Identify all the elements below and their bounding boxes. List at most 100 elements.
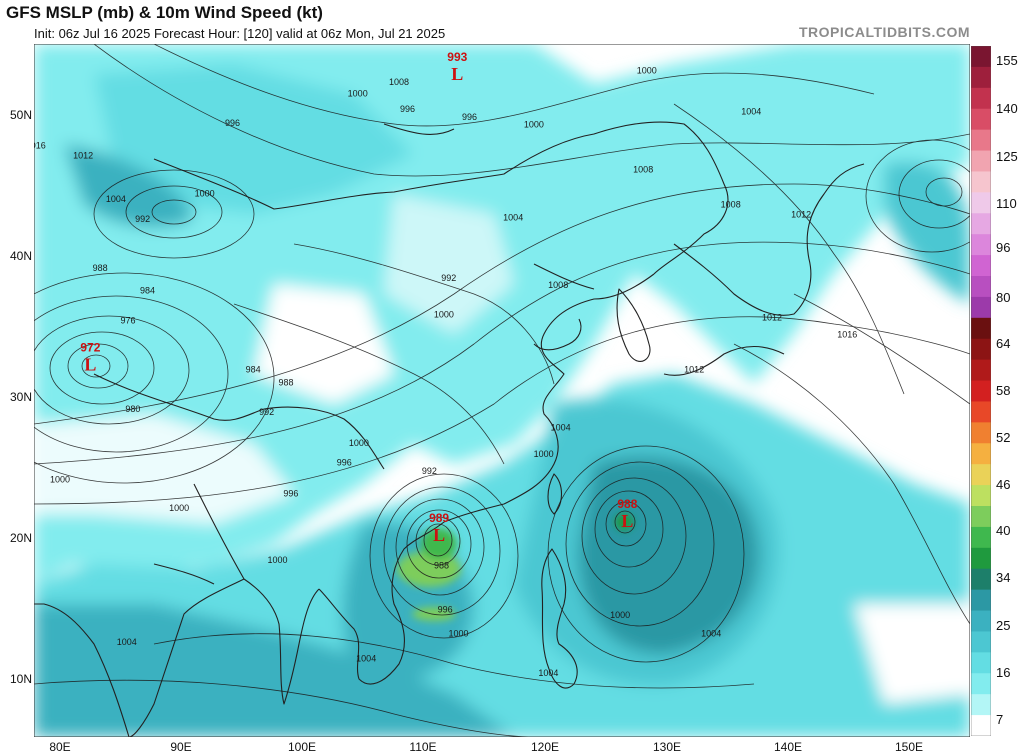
colorbar-swatch bbox=[971, 380, 991, 402]
isobar-label: 1004 bbox=[741, 107, 761, 117]
colorbar-swatch bbox=[971, 443, 991, 465]
lon-label-100e: 100E bbox=[287, 740, 317, 754]
colorbar-tick-label: 96 bbox=[996, 240, 1011, 255]
colorbar-tick-label: 80 bbox=[996, 290, 1011, 305]
map-title: GFS MSLP (mb) & 10m Wind Speed (kt) bbox=[6, 3, 323, 22]
colorbar-swatch bbox=[971, 485, 991, 507]
isobar-label: 1008 bbox=[633, 164, 653, 174]
colorbar-swatch bbox=[971, 673, 991, 695]
isobar-label: 1012 bbox=[762, 312, 782, 322]
colorbar-swatch bbox=[971, 547, 991, 570]
lon-label-90e: 90E bbox=[170, 740, 192, 754]
colorbar-tick-label: 25 bbox=[996, 618, 1011, 633]
lon-label-140e: 140E bbox=[773, 740, 803, 754]
isobar-label: 1000 bbox=[267, 555, 287, 565]
isobar-label: 1004 bbox=[538, 668, 558, 678]
colorbar-swatch bbox=[971, 610, 991, 632]
isobar-label: 984 bbox=[140, 286, 155, 296]
low-pressure-symbol: L bbox=[451, 64, 463, 84]
lon-label-130e: 130E bbox=[652, 740, 682, 754]
isobar-label: 992 bbox=[422, 466, 437, 476]
isobar-label: 1004 bbox=[117, 637, 137, 647]
isobar-label: 1016 bbox=[837, 329, 857, 339]
colorbar-swatch bbox=[971, 66, 991, 89]
colorbar-swatch bbox=[971, 234, 991, 256]
isobar-label: 1004 bbox=[551, 422, 571, 432]
colorbar-swatch bbox=[971, 568, 991, 591]
colorbar-swatch bbox=[971, 631, 991, 653]
colorbar-swatch bbox=[971, 129, 991, 152]
isobar-label: 1000 bbox=[348, 88, 368, 98]
colorbar-swatch bbox=[971, 694, 991, 716]
colorbar-swatch bbox=[971, 715, 991, 736]
low-pressure-symbol: L bbox=[433, 525, 445, 545]
isobars bbox=[34, 44, 970, 737]
colorbar-swatch bbox=[971, 401, 991, 423]
colorbar-swatch bbox=[971, 276, 991, 298]
isobar-label: 1008 bbox=[389, 77, 409, 87]
lon-label-110e: 110E bbox=[409, 740, 437, 754]
colorbar-tick-label: 58 bbox=[996, 383, 1011, 398]
colorbar-swatch bbox=[971, 317, 991, 340]
colorbar-swatch bbox=[971, 46, 991, 68]
isobar-label: 988 bbox=[93, 263, 108, 273]
weather-map: 1000 1008 996 996 1000 1000 1004 1016 1012 996 100… bbox=[34, 44, 970, 737]
lat-label-20n: 20N bbox=[9, 531, 32, 545]
isobar-label: 1012 bbox=[684, 365, 704, 375]
colorbar-swatch bbox=[971, 589, 991, 612]
isobar-label: 996 bbox=[438, 604, 453, 614]
low-pressure-value: 993 bbox=[447, 50, 467, 64]
isobar-labels: 1000 1008 996 996 1000 1000 1004 1016 1012 996 100… bbox=[34, 66, 857, 678]
lat-label-30n: 30N bbox=[9, 390, 32, 404]
isobar-label: 1000 bbox=[434, 310, 454, 320]
colorbar-swatch bbox=[971, 213, 991, 235]
storm-core-shading bbox=[397, 514, 633, 621]
lat-label-50n: 50N bbox=[9, 108, 32, 122]
lon-label-80e: 80E bbox=[49, 740, 71, 754]
isobar-label: 996 bbox=[462, 112, 477, 122]
colorbar-tick-label: 125 bbox=[996, 149, 1018, 164]
colorbar-tick-label: 46 bbox=[996, 477, 1011, 492]
isobar-label: 1008 bbox=[721, 200, 741, 210]
isobar-label: 996 bbox=[283, 489, 298, 499]
isobar-label: 996 bbox=[337, 458, 352, 468]
isobar-label: 1000 bbox=[349, 438, 369, 448]
colorbar-tick-label: 40 bbox=[996, 523, 1011, 538]
colorbar-swatch bbox=[971, 87, 991, 110]
low-pressure-symbol: L bbox=[84, 355, 96, 375]
isobar-label: 1004 bbox=[356, 654, 376, 664]
colorbar-swatch bbox=[971, 652, 991, 674]
isobar-label: 1000 bbox=[448, 628, 468, 638]
colorbar-tick-label: 34 bbox=[996, 570, 1011, 585]
low-pressure-symbol: L bbox=[621, 511, 633, 531]
lon-label-120e: 120E bbox=[530, 740, 560, 754]
colorbar-tick-label: 140 bbox=[996, 101, 1018, 116]
isobar-label: 1004 bbox=[701, 628, 721, 638]
brand-watermark: TROPICALTIDBITS.COM bbox=[798, 24, 970, 40]
lon-label-150e: 150E bbox=[894, 740, 924, 754]
colorbar-swatch bbox=[971, 192, 991, 214]
colorbar-swatch bbox=[971, 464, 991, 486]
colorbar-tick-label: 155 bbox=[996, 53, 1018, 68]
isobar-label: 988 bbox=[278, 377, 293, 387]
isobar-label: 1000 bbox=[534, 449, 554, 459]
isobar-label: 992 bbox=[135, 214, 150, 224]
colorbar-tick-label: 110 bbox=[996, 196, 1017, 211]
isobar-label: 1000 bbox=[50, 475, 70, 485]
colorbar-swatch bbox=[971, 171, 991, 193]
isobar-label: 976 bbox=[120, 315, 135, 325]
colorbar-swatch bbox=[971, 108, 991, 131]
colorbar-swatch bbox=[971, 338, 991, 361]
isobar-label: 984 bbox=[246, 365, 261, 375]
colorbar-swatch bbox=[971, 526, 991, 549]
isobar-label: 1016 bbox=[34, 140, 46, 150]
isobar-label: 996 bbox=[225, 118, 240, 128]
low-pressure-value: 972 bbox=[80, 341, 100, 355]
map-subtitle: Init: 06z Jul 16 2025 Forecast Hour: [12… bbox=[34, 26, 446, 41]
colorbar-swatch bbox=[971, 150, 991, 172]
colorbar-tick-label: 16 bbox=[996, 665, 1011, 680]
low-pressure-value: 988 bbox=[617, 497, 637, 511]
isobar-label: 992 bbox=[441, 273, 456, 283]
isobar-label: 980 bbox=[125, 404, 140, 414]
isobar-label: 1012 bbox=[73, 150, 93, 160]
